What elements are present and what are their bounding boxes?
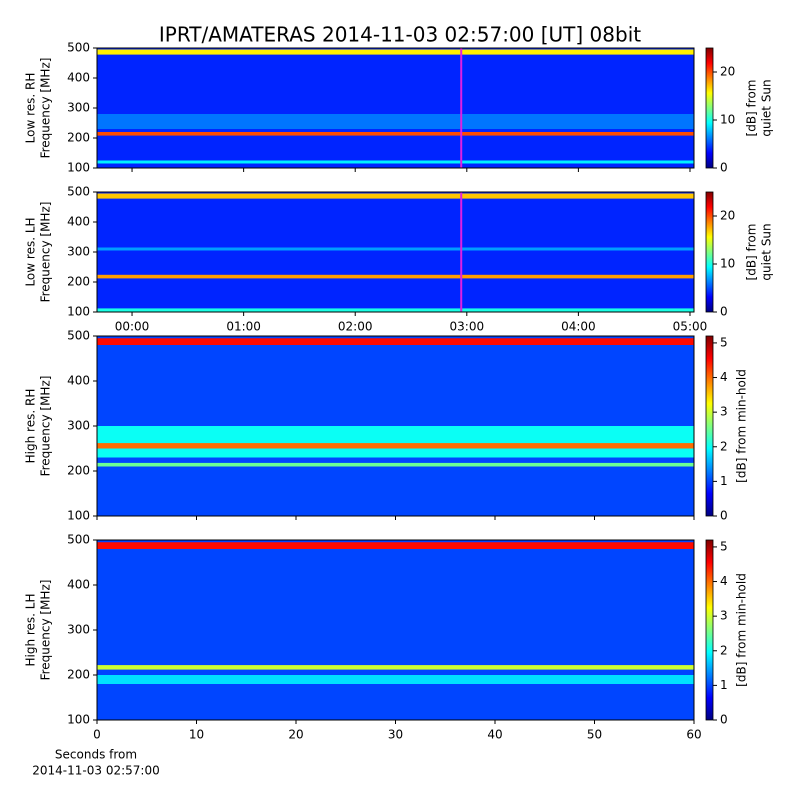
y-tick-label: 400 <box>67 215 90 229</box>
colorbar-tick-label: 2 <box>720 643 728 657</box>
colorbar-tick-label: 0 <box>720 509 728 523</box>
colorbar-tick-label: 0 <box>720 161 728 175</box>
colorbar-tick-label: 1 <box>720 678 728 692</box>
colorbar-label: quiet Sun <box>760 79 774 136</box>
x-tick-label: 04:00 <box>561 320 596 334</box>
colorbar-tick-label: 5 <box>720 539 728 553</box>
x-axis-label: Seconds from <box>55 748 137 762</box>
colorbar-tick-label: 20 <box>720 65 735 79</box>
x-tick-label: 20 <box>288 728 303 742</box>
y-tick-label: 200 <box>67 131 90 145</box>
y-tick-label: 400 <box>67 578 90 592</box>
spectrogram-band <box>97 48 694 168</box>
colorbar-tick-label: 2 <box>720 439 728 453</box>
y-axis-label: Frequency [MHz] <box>39 580 53 681</box>
x-tick-label: 50 <box>587 728 602 742</box>
y-tick-label: 100 <box>67 305 90 319</box>
y-tick-label: 300 <box>67 419 90 433</box>
y-tick-label: 300 <box>67 623 90 637</box>
y-axis-label: Frequency [MHz] <box>39 58 53 159</box>
y-axis-label: Frequency [MHz] <box>39 202 53 303</box>
x-tick-label: 00:00 <box>115 320 150 334</box>
colorbar <box>705 47 714 169</box>
y-tick-label: 200 <box>67 275 90 289</box>
x-tick-label: 02:00 <box>338 320 373 334</box>
spectrogram-band <box>97 247 694 251</box>
y-tick-label: 100 <box>67 509 90 523</box>
y-axis-label: Low res. LH <box>24 217 38 286</box>
y-axis-label: High res. RH <box>24 389 38 464</box>
x-tick-label: 05:00 <box>673 320 708 334</box>
spectrogram-band <box>97 675 694 684</box>
spectrogram-band <box>97 49 694 55</box>
spectrogram-band <box>97 114 694 129</box>
colorbar-tick-label: 4 <box>720 574 728 588</box>
chart-title: IPRT/AMATERAS 2014-11-03 02:57:00 [UT] 0… <box>159 23 641 47</box>
x-tick-label: 03:00 <box>450 320 485 334</box>
y-tick-label: 100 <box>67 161 90 175</box>
spectrogram-band <box>97 132 694 136</box>
spectrogram-band <box>97 192 694 312</box>
colorbar-label: [dB] from <box>745 80 759 137</box>
spectrogram-band <box>97 443 694 449</box>
colorbar-tick-label: 4 <box>720 370 728 384</box>
colorbar-tick-label: 0 <box>720 713 728 727</box>
spectrogram-band <box>97 426 694 458</box>
x-tick-label: 01:00 <box>226 320 261 334</box>
spectrogram-band <box>97 462 694 467</box>
spectrogram-band <box>97 193 694 199</box>
colorbar-tick-label: 0 <box>720 305 728 319</box>
colorbar-tick-label: 10 <box>720 257 735 271</box>
y-axis-label: Frequency [MHz] <box>39 376 53 477</box>
x-tick-label: 10 <box>189 728 204 742</box>
spectrogram-band <box>97 665 694 670</box>
colorbar-tick-label: 3 <box>720 609 728 623</box>
y-tick-label: 500 <box>67 533 90 547</box>
colorbar <box>705 335 714 517</box>
y-tick-label: 200 <box>67 464 90 478</box>
colorbar-label: [dB] from min-hold <box>735 573 749 687</box>
x-tick-label: 0 <box>93 728 101 742</box>
y-tick-label: 200 <box>67 668 90 682</box>
colorbar-label: [dB] from <box>745 224 759 281</box>
y-axis-label: Low res. RH <box>24 73 38 144</box>
colorbar-label: [dB] from min-hold <box>735 369 749 483</box>
y-tick-label: 100 <box>67 713 90 727</box>
y-tick-label: 500 <box>67 329 90 343</box>
x-tick-label: 60 <box>686 728 701 742</box>
spectrogram-band <box>97 274 694 279</box>
y-tick-label: 400 <box>67 374 90 388</box>
colorbar <box>705 191 714 313</box>
y-tick-label: 300 <box>67 245 90 259</box>
colorbar-tick-label: 1 <box>720 474 728 488</box>
spectrogram-band <box>97 540 694 720</box>
colorbar-tick-label: 5 <box>720 335 728 349</box>
colorbar <box>705 539 714 721</box>
spectrogram-band <box>97 308 694 312</box>
x-tick-label: 40 <box>487 728 502 742</box>
spectrogram-band <box>97 542 694 549</box>
y-axis-label: High res. LH <box>24 593 38 666</box>
y-tick-label: 500 <box>67 41 90 55</box>
x-tick-label: 30 <box>388 728 403 742</box>
colorbar-tick-label: 20 <box>720 209 735 223</box>
spectrogram-band <box>97 338 694 345</box>
y-tick-label: 300 <box>67 101 90 115</box>
colorbar-label: quiet Sun <box>760 223 774 280</box>
y-tick-label: 400 <box>67 71 90 85</box>
colorbar-tick-label: 3 <box>720 405 728 419</box>
y-tick-label: 500 <box>67 185 90 199</box>
spectrogram-band <box>97 160 694 164</box>
colorbar-tick-label: 10 <box>720 113 735 127</box>
x-axis-label: 2014-11-03 02:57:00 <box>32 764 159 778</box>
